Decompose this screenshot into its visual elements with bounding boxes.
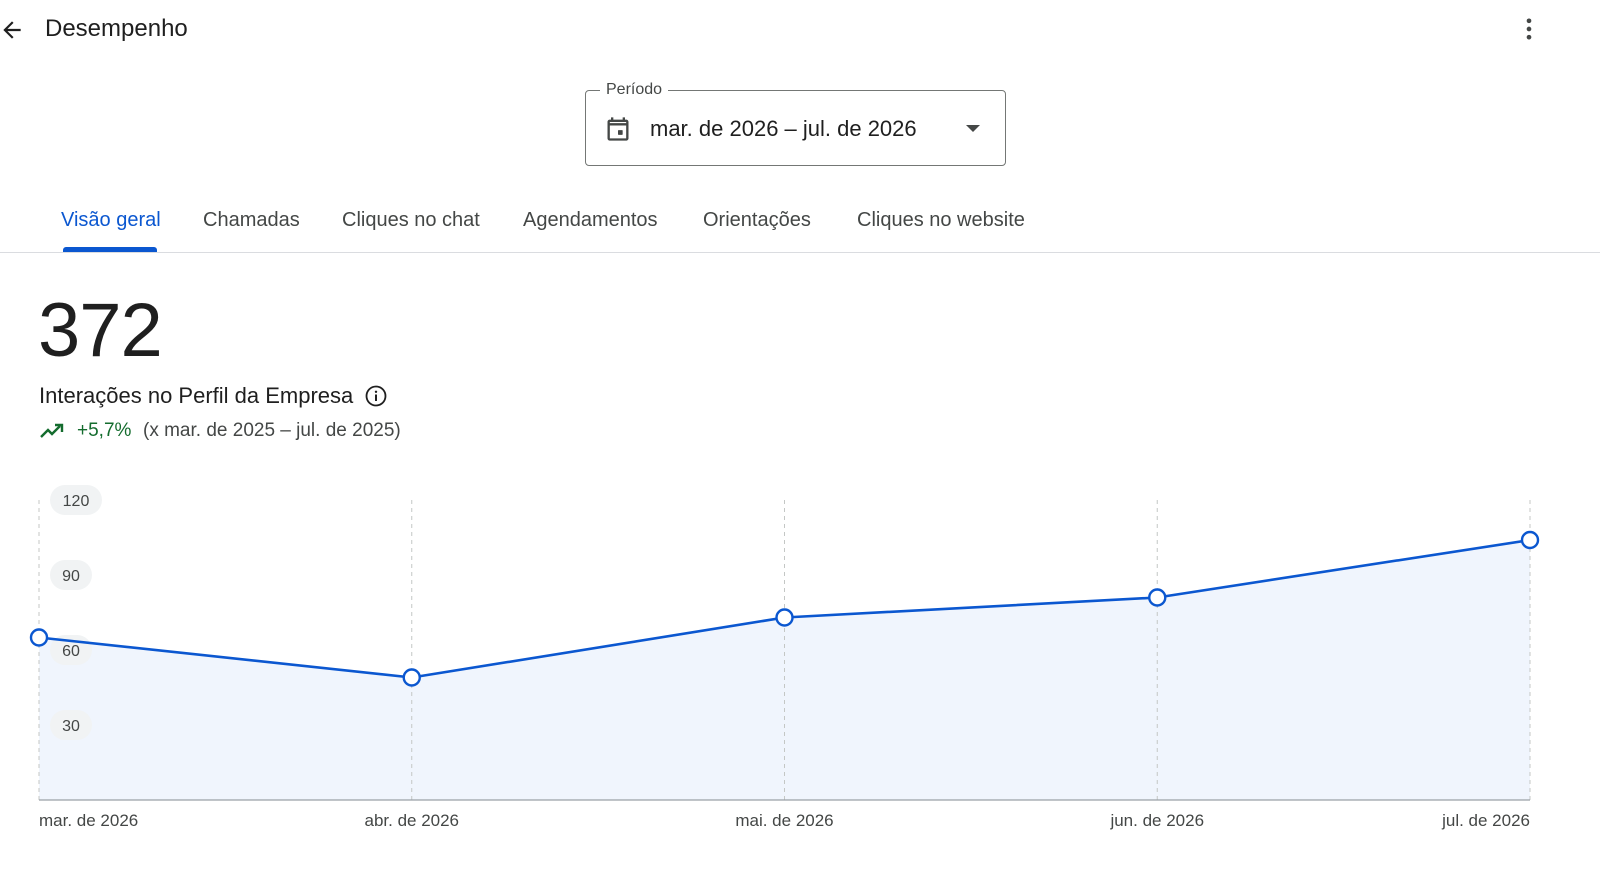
trending-up-icon (40, 423, 64, 438)
x-tick-label: mai. de 2026 (735, 811, 833, 830)
metric-label: Interações no Perfil da Empresa (39, 383, 354, 408)
y-tick-pill (50, 710, 92, 740)
tab-cliques-no-chat[interactable]: Cliques no chat (342, 209, 480, 231)
tab-bar: Visão geral Chamadas Cliques no chat Age… (0, 190, 1600, 253)
calendar-icon (607, 117, 629, 141)
tab-cliques-no-website[interactable]: Cliques no website (857, 209, 1025, 231)
back-button[interactable] (0, 12, 30, 48)
y-tick-pill (50, 560, 92, 590)
y-tick-label: 90 (62, 568, 80, 585)
info-icon[interactable] (364, 384, 388, 408)
tab-visao-geral[interactable]: Visão geral (61, 209, 161, 231)
y-tick-label: 30 (62, 718, 80, 735)
more-vert-icon (1526, 18, 1532, 40)
chart-point (775, 608, 794, 627)
y-tick-pill (50, 485, 102, 515)
page-title: Desempenho (45, 15, 188, 42)
x-tick-label: abr. de 2026 (364, 811, 459, 830)
tab-orientacoes[interactable]: Orientações (703, 209, 811, 231)
more-options-button[interactable] (1512, 12, 1546, 46)
active-tab-indicator (63, 247, 157, 252)
y-tick-label: 120 (63, 493, 90, 510)
chart-point (402, 668, 421, 687)
metric-value: 372 (38, 288, 163, 373)
tab-chamadas[interactable]: Chamadas (203, 209, 300, 231)
y-tick-label: 60 (62, 643, 80, 660)
tab-agendamentos[interactable]: Agendamentos (523, 209, 658, 231)
interactions-chart: 30 60 90 120 mar. de 2026 abr. de 2026 mai. de… (29, 485, 1540, 830)
arrow-drop-down-icon (966, 125, 980, 132)
x-tick-label: jun. de 2026 (1109, 811, 1204, 830)
chart-point (1148, 588, 1167, 607)
period-value: mar. de 2026 – jul. de 2026 (650, 116, 917, 141)
x-tick-label: mar. de 2026 (39, 811, 138, 830)
trend-percentage: +5,7% (77, 420, 132, 441)
comparison-period: (x mar. de 2025 – jul. de 2025) (143, 420, 401, 441)
period-label: Período (600, 80, 669, 100)
x-tick-label: jul. de 2026 (1441, 811, 1530, 830)
period-select[interactable]: Período mar. de 2026 – jul. de 2026 (585, 80, 1006, 166)
arrow-back-icon (3, 21, 21, 39)
chart-point (29, 628, 49, 647)
chart-point (1520, 530, 1540, 550)
